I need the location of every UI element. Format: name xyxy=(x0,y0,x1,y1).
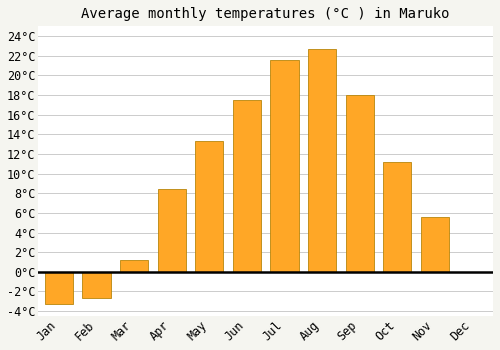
Bar xyxy=(383,162,412,272)
Bar xyxy=(120,260,148,272)
Bar xyxy=(308,49,336,272)
Bar xyxy=(270,60,298,272)
Bar xyxy=(158,189,186,272)
Bar xyxy=(346,95,374,272)
Bar xyxy=(45,272,73,304)
Bar xyxy=(195,141,224,272)
Bar xyxy=(232,100,261,272)
Bar xyxy=(82,272,110,298)
Bar xyxy=(420,217,449,272)
Title: Average monthly temperatures (°C ) in Maruko: Average monthly temperatures (°C ) in Ma… xyxy=(82,7,450,21)
